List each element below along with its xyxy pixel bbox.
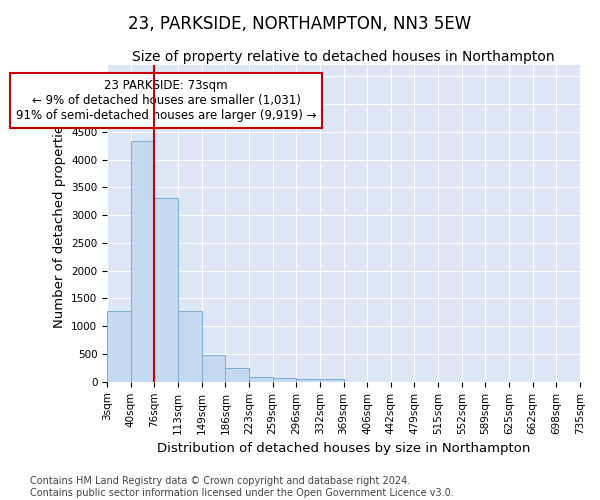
Bar bbox=[249, 377, 272, 382]
Title: Size of property relative to detached houses in Northampton: Size of property relative to detached ho… bbox=[132, 50, 555, 64]
Bar bbox=[320, 379, 344, 382]
Bar bbox=[202, 354, 226, 382]
Bar bbox=[154, 198, 178, 382]
Bar bbox=[226, 368, 249, 382]
Bar bbox=[107, 312, 131, 382]
Y-axis label: Number of detached properties: Number of detached properties bbox=[53, 118, 65, 328]
Bar bbox=[131, 140, 154, 382]
Bar bbox=[296, 379, 320, 382]
Text: 23 PARKSIDE: 73sqm
← 9% of detached houses are smaller (1,031)
91% of semi-detac: 23 PARKSIDE: 73sqm ← 9% of detached hous… bbox=[16, 79, 316, 122]
Text: 23, PARKSIDE, NORTHAMPTON, NN3 5EW: 23, PARKSIDE, NORTHAMPTON, NN3 5EW bbox=[128, 15, 472, 33]
Text: Contains HM Land Registry data © Crown copyright and database right 2024.
Contai: Contains HM Land Registry data © Crown c… bbox=[30, 476, 454, 498]
Bar bbox=[272, 378, 296, 382]
Bar bbox=[178, 310, 202, 382]
X-axis label: Distribution of detached houses by size in Northampton: Distribution of detached houses by size … bbox=[157, 442, 530, 455]
